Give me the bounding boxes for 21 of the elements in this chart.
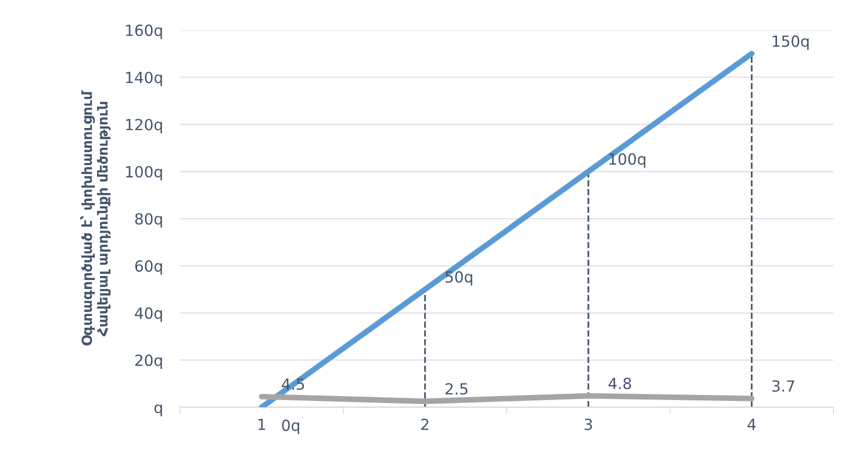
y-tick-label: q [154, 404, 162, 416]
x-tick-label: 3 [584, 418, 592, 430]
y-tick-label: 80q [135, 213, 162, 228]
y-tick-label: 40q [134, 307, 162, 322]
y-axis-title: Օգտագործված է՝ փոխհատուցում Հավելյալ արդյունքի մեծություն [80, 90, 111, 346]
y-tick-label: 20q [135, 354, 162, 370]
x-tick-label: 1 [258, 418, 266, 430]
data-label: 100q [609, 153, 646, 168]
data-label: 0q [282, 420, 300, 434]
y-tick-label: 140q [126, 72, 162, 86]
data-label: 50q [446, 271, 472, 286]
y-tick-label: 160q [126, 24, 162, 40]
y-tick-label: 100q [126, 166, 162, 180]
x-tick-label: 2 [421, 418, 428, 430]
data-label: 2.5 [446, 383, 468, 395]
data-label: 150q [772, 35, 809, 50]
x-tick-label: 4 [748, 418, 756, 430]
data-label: 3.7 [772, 380, 794, 392]
y-tick-label: 60q [135, 260, 162, 275]
data-label: 4.8 [608, 378, 632, 390]
y-tick-label: 120q [126, 118, 162, 134]
